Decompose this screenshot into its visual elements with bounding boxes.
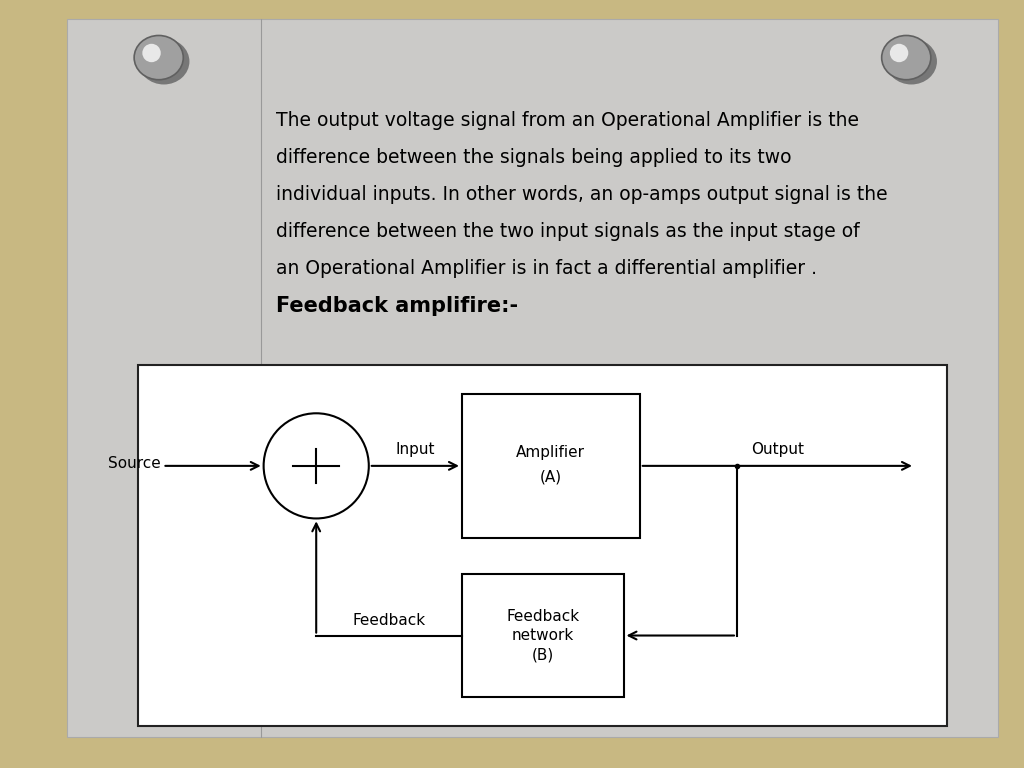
Text: Feedback: Feedback: [506, 609, 580, 624]
Ellipse shape: [886, 38, 937, 84]
Text: Source: Source: [108, 456, 161, 471]
Ellipse shape: [890, 44, 908, 62]
Text: network: network: [512, 628, 573, 643]
Text: difference between the signals being applied to its two: difference between the signals being app…: [276, 148, 792, 167]
Bar: [138, 365, 947, 726]
Text: (A): (A): [540, 470, 562, 485]
Bar: [462, 574, 624, 697]
Ellipse shape: [134, 35, 183, 80]
Text: an Operational Amplifier is in fact a differential amplifier .: an Operational Amplifier is in fact a di…: [276, 259, 817, 278]
Text: Output: Output: [751, 442, 804, 457]
Ellipse shape: [142, 44, 161, 62]
Text: Input: Input: [395, 442, 435, 457]
Text: The output voltage signal from an Operational Amplifier is the: The output voltage signal from an Operat…: [276, 111, 859, 131]
Ellipse shape: [138, 38, 189, 84]
Text: individual inputs. In other words, an op-amps output signal is the: individual inputs. In other words, an op…: [276, 185, 888, 204]
Ellipse shape: [882, 35, 931, 80]
Text: Feedback amplifire:-: Feedback amplifire:-: [276, 296, 518, 316]
Bar: [462, 394, 640, 538]
Text: (B): (B): [531, 647, 554, 662]
Ellipse shape: [263, 413, 369, 518]
Text: Amplifier: Amplifier: [516, 445, 586, 459]
Text: Feedback: Feedback: [352, 613, 426, 628]
Text: difference between the two input signals as the input stage of: difference between the two input signals…: [276, 222, 860, 241]
